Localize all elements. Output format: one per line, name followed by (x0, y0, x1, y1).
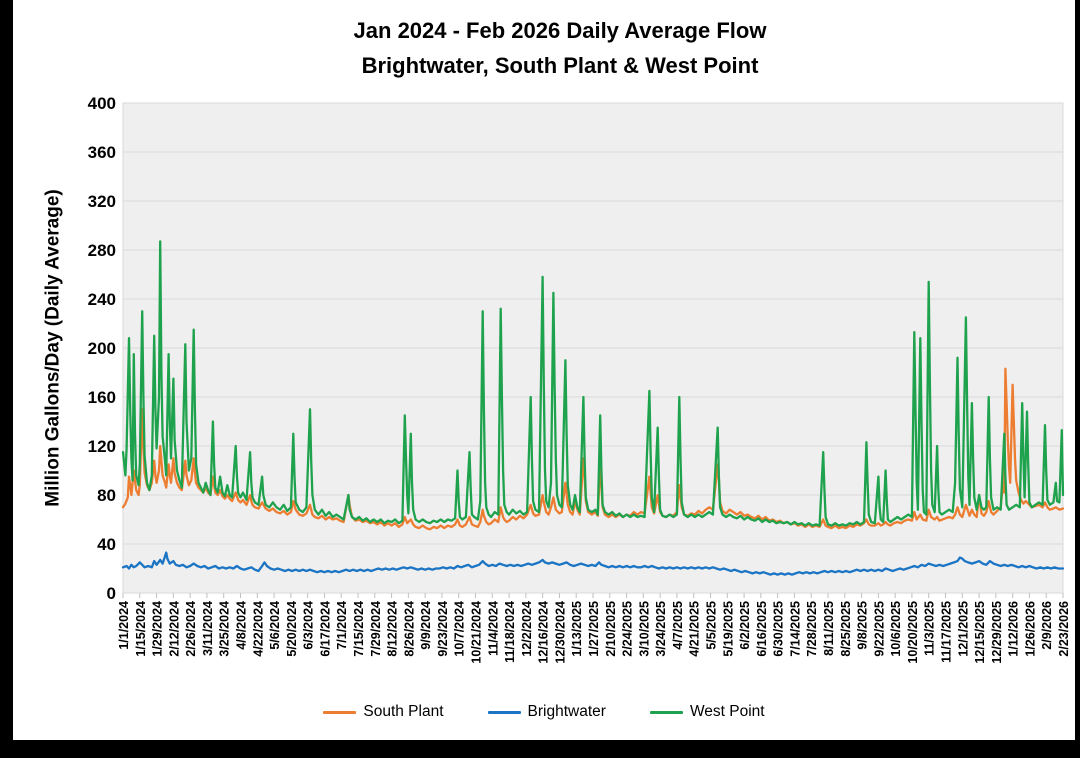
legend-label-south-plant: South Plant (363, 703, 444, 720)
svg-text:320: 320 (88, 192, 116, 211)
svg-text:6/17/2024: 6/17/2024 (318, 601, 332, 657)
svg-text:2/9/2026: 2/9/2026 (1040, 601, 1054, 650)
legend-label-west-point: West Point (689, 703, 765, 720)
svg-text:6/3/2024: 6/3/2024 (302, 601, 316, 650)
svg-text:7/29/2024: 7/29/2024 (369, 601, 383, 657)
svg-text:2/12/2024: 2/12/2024 (167, 601, 181, 657)
svg-text:1/1/2024: 1/1/2024 (117, 601, 131, 650)
series-line-south-plant (121, 367, 1065, 531)
svg-text:1/13/2025: 1/13/2025 (570, 601, 584, 657)
x-tick-labels: 1/1/2024 1/15/2024 1/29/2024 2/12/2024 2/26/… (117, 601, 1071, 664)
chart-title-line1: Jan 2024 - Feb 2026 Daily Average Flow (353, 18, 767, 43)
svg-text:9/8/2025: 9/8/2025 (856, 601, 870, 650)
legend-label-brightwater: Brightwater (527, 703, 606, 720)
svg-text:1/27/2025: 1/27/2025 (587, 601, 601, 657)
svg-text:7/1/2024: 7/1/2024 (335, 601, 349, 650)
svg-text:10/21/2024: 10/21/2024 (470, 601, 484, 664)
svg-text:4/7/2025: 4/7/2025 (671, 601, 685, 650)
legend-line-swatch-south-plant (323, 710, 357, 714)
svg-text:80: 80 (97, 486, 116, 505)
svg-text:4/21/2025: 4/21/2025 (688, 601, 702, 657)
svg-text:1/26/2026: 1/26/2026 (1023, 601, 1037, 657)
svg-text:200: 200 (88, 339, 116, 358)
svg-text:8/26/2024: 8/26/2024 (402, 601, 416, 657)
svg-text:9/9/2024: 9/9/2024 (419, 601, 433, 650)
legend-line-swatch-west-point (649, 710, 683, 714)
y-tick-labels: 0 40 80 120 160 200 240 280 320 360 400 (88, 94, 116, 603)
svg-text:3/11/2024: 3/11/2024 (201, 601, 215, 656)
svg-text:7/14/2025: 7/14/2025 (788, 601, 802, 657)
svg-text:5/20/2024: 5/20/2024 (285, 601, 299, 657)
svg-text:12/2/2024: 12/2/2024 (520, 601, 534, 657)
svg-text:2/23/2026: 2/23/2026 (1057, 601, 1071, 657)
svg-text:3/10/2025: 3/10/2025 (637, 601, 651, 657)
svg-text:10/6/2025: 10/6/2025 (889, 601, 903, 657)
svg-text:8/11/2025: 8/11/2025 (822, 601, 836, 656)
svg-text:12/15/2025: 12/15/2025 (973, 601, 987, 664)
svg-text:360: 360 (88, 143, 116, 162)
svg-text:11/18/2024: 11/18/2024 (503, 601, 517, 663)
svg-text:2/24/2025: 2/24/2025 (621, 601, 635, 657)
gridlines (123, 102, 1063, 594)
svg-text:12/30/2024: 12/30/2024 (553, 601, 567, 664)
svg-text:12/29/2025: 12/29/2025 (990, 601, 1004, 664)
svg-text:9/22/2025: 9/22/2025 (872, 601, 886, 657)
svg-text:7/28/2025: 7/28/2025 (805, 601, 819, 657)
legend-item-brightwater: Brightwater (487, 703, 606, 721)
svg-text:11/4/2024: 11/4/2024 (486, 601, 500, 656)
svg-text:11/17/2025: 11/17/2025 (940, 601, 954, 663)
svg-text:6/16/2025: 6/16/2025 (755, 601, 769, 657)
svg-text:6/2/2025: 6/2/2025 (738, 601, 752, 650)
svg-text:10/20/2025: 10/20/2025 (906, 601, 920, 664)
svg-text:280: 280 (88, 241, 116, 260)
svg-text:3/24/2025: 3/24/2025 (654, 601, 668, 657)
legend-item-west-point: West Point (649, 703, 765, 721)
svg-text:2/26/2024: 2/26/2024 (184, 601, 198, 657)
svg-text:4/8/2024: 4/8/2024 (235, 601, 249, 650)
svg-text:8/12/2024: 8/12/2024 (386, 601, 400, 657)
svg-text:2/10/2025: 2/10/2025 (604, 601, 618, 657)
svg-text:3/25/2024: 3/25/2024 (218, 601, 232, 657)
svg-text:8/25/2025: 8/25/2025 (839, 601, 853, 657)
svg-text:240: 240 (88, 290, 116, 309)
svg-text:0: 0 (107, 584, 116, 603)
series-line-brightwater (121, 551, 1065, 576)
legend-line-swatch-brightwater (487, 710, 521, 714)
svg-text:12/16/2024: 12/16/2024 (537, 601, 551, 664)
y-axis-title-area: Million Gallons/Day (Daily Average) (19, 0, 89, 696)
svg-text:160: 160 (88, 388, 116, 407)
svg-text:400: 400 (88, 94, 116, 113)
svg-text:1/29/2024: 1/29/2024 (151, 601, 165, 657)
chart-title-line2: Brightwater, South Plant & West Point (361, 53, 759, 78)
chart-title: Jan 2024 - Feb 2026 Daily Average Flow B… (29, 13, 1080, 83)
legend-item-south-plant: South Plant (323, 703, 444, 721)
svg-text:4/22/2024: 4/22/2024 (251, 601, 265, 657)
svg-text:120: 120 (88, 437, 116, 456)
svg-text:5/19/2025: 5/19/2025 (721, 601, 735, 657)
svg-text:1/15/2024: 1/15/2024 (134, 601, 148, 657)
y-axis-title: Million Gallons/Day (Daily Average) (43, 189, 65, 507)
svg-text:11/3/2025: 11/3/2025 (923, 601, 937, 656)
svg-text:10/7/2024: 10/7/2024 (453, 601, 467, 657)
series-line-west-point (121, 240, 1065, 527)
svg-text:40: 40 (97, 535, 116, 554)
legend: South Plant Brightwater West Point (13, 703, 1075, 721)
svg-text:5/6/2024: 5/6/2024 (268, 601, 282, 650)
svg-text:5/5/2025: 5/5/2025 (705, 601, 719, 650)
svg-text:6/30/2025: 6/30/2025 (772, 601, 786, 657)
svg-text:7/15/2024: 7/15/2024 (352, 601, 366, 657)
svg-text:12/1/2025: 12/1/2025 (956, 601, 970, 657)
x-axis-ticks (122, 593, 1064, 598)
svg-text:1/12/2026: 1/12/2026 (1007, 601, 1021, 657)
svg-text:9/23/2024: 9/23/2024 (436, 601, 450, 657)
chart-canvas: 0 40 80 120 160 200 240 280 320 360 400 1/1/2024 1/1… (13, 0, 1075, 740)
